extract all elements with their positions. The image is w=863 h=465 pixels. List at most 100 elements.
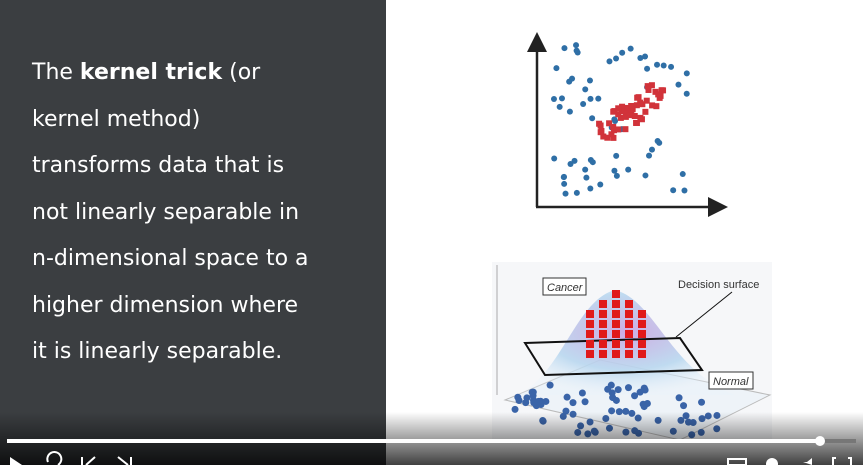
red-point [638,340,646,348]
blue-point [550,95,557,102]
red-point [619,103,626,110]
blue-point [680,402,688,410]
blue-point [546,381,554,389]
red-point [612,330,620,338]
slide-text-panel: The kernel trick (or kernel method) tran… [0,0,386,465]
blue-point [614,386,622,394]
red-point [638,330,646,338]
blue-point [587,185,594,192]
blue-point [609,394,617,402]
blue-point [679,171,686,178]
figure-label: Cancer [547,282,584,294]
scatter-points [550,42,690,197]
text-line: n-dimensional space to a [32,246,309,271]
blue-point [642,53,649,60]
blue-point [582,166,589,173]
red-point [612,350,620,358]
red-point [625,320,633,328]
red-point [586,340,594,348]
blue-point [587,95,594,102]
bold-term: kernel trick [79,60,223,85]
red-point [622,126,629,133]
red-point [649,102,656,109]
text-line: kernel method) [32,106,201,132]
red-point [599,350,607,358]
blue-point [573,189,580,196]
red-point [599,330,607,338]
blue-point [573,47,580,54]
red-point [635,94,642,101]
blue-point [606,58,613,65]
text: The [32,60,73,85]
red-point [638,320,646,328]
red-point [643,97,650,104]
red-point [625,350,633,358]
blue-point [532,402,540,410]
red-point [615,105,622,112]
blue-point [607,381,615,389]
red-point [612,320,620,328]
blue-point [586,77,593,84]
blue-point [675,394,683,402]
red-point [611,108,618,115]
blue-point [613,172,620,179]
blue-point [569,75,576,82]
red-point [633,120,640,127]
red-point [633,102,640,109]
red-point [625,330,633,338]
red-point [604,134,611,141]
blue-point [625,166,632,173]
blue-point [560,174,567,181]
red-point [656,94,663,101]
red-point [611,127,618,134]
text-line: The kernel trick (or [32,50,309,97]
progress-bar[interactable] [7,436,856,446]
blue-point [675,81,682,88]
red-point [599,300,607,308]
blue-point [561,45,568,52]
red-point [623,109,630,116]
text-line: not linearly separable in [32,199,300,225]
red-point [655,91,662,98]
red-point [586,350,594,358]
red-point [638,350,646,358]
red-point [599,320,607,328]
red-point [644,83,651,90]
blue-point [553,65,560,72]
red-point [617,114,624,121]
red-point [645,86,652,93]
blue-point [619,49,626,56]
blue-point [563,393,571,401]
blue-point [566,108,573,115]
blue-point [573,42,580,49]
blue-point [561,180,568,187]
blue-point [660,62,667,69]
blue-point [683,90,690,97]
blue-point [654,61,661,68]
red-point [597,122,604,129]
red-point [642,108,649,115]
text: (or [229,60,261,85]
red-point [625,310,633,318]
blue-point [562,190,569,197]
red-point [625,300,633,308]
red-point [615,111,622,118]
red-point [612,300,620,308]
red-point [608,131,615,138]
blue-point [670,187,677,194]
blue-point [654,138,661,145]
red-point [610,123,617,130]
text-line: it is linearly separable. [32,339,283,364]
controls-shade [0,412,386,465]
red-point [625,340,633,348]
blue-point [637,54,644,61]
red-point [648,82,655,89]
blue-point [644,65,651,72]
red-point [615,126,622,133]
player-controls[interactable] [10,451,852,465]
blue-point [558,95,565,102]
blue-point [613,152,620,159]
figure-label: Decision surface [678,279,759,291]
blue-point [613,55,620,62]
blue-point [587,156,594,163]
